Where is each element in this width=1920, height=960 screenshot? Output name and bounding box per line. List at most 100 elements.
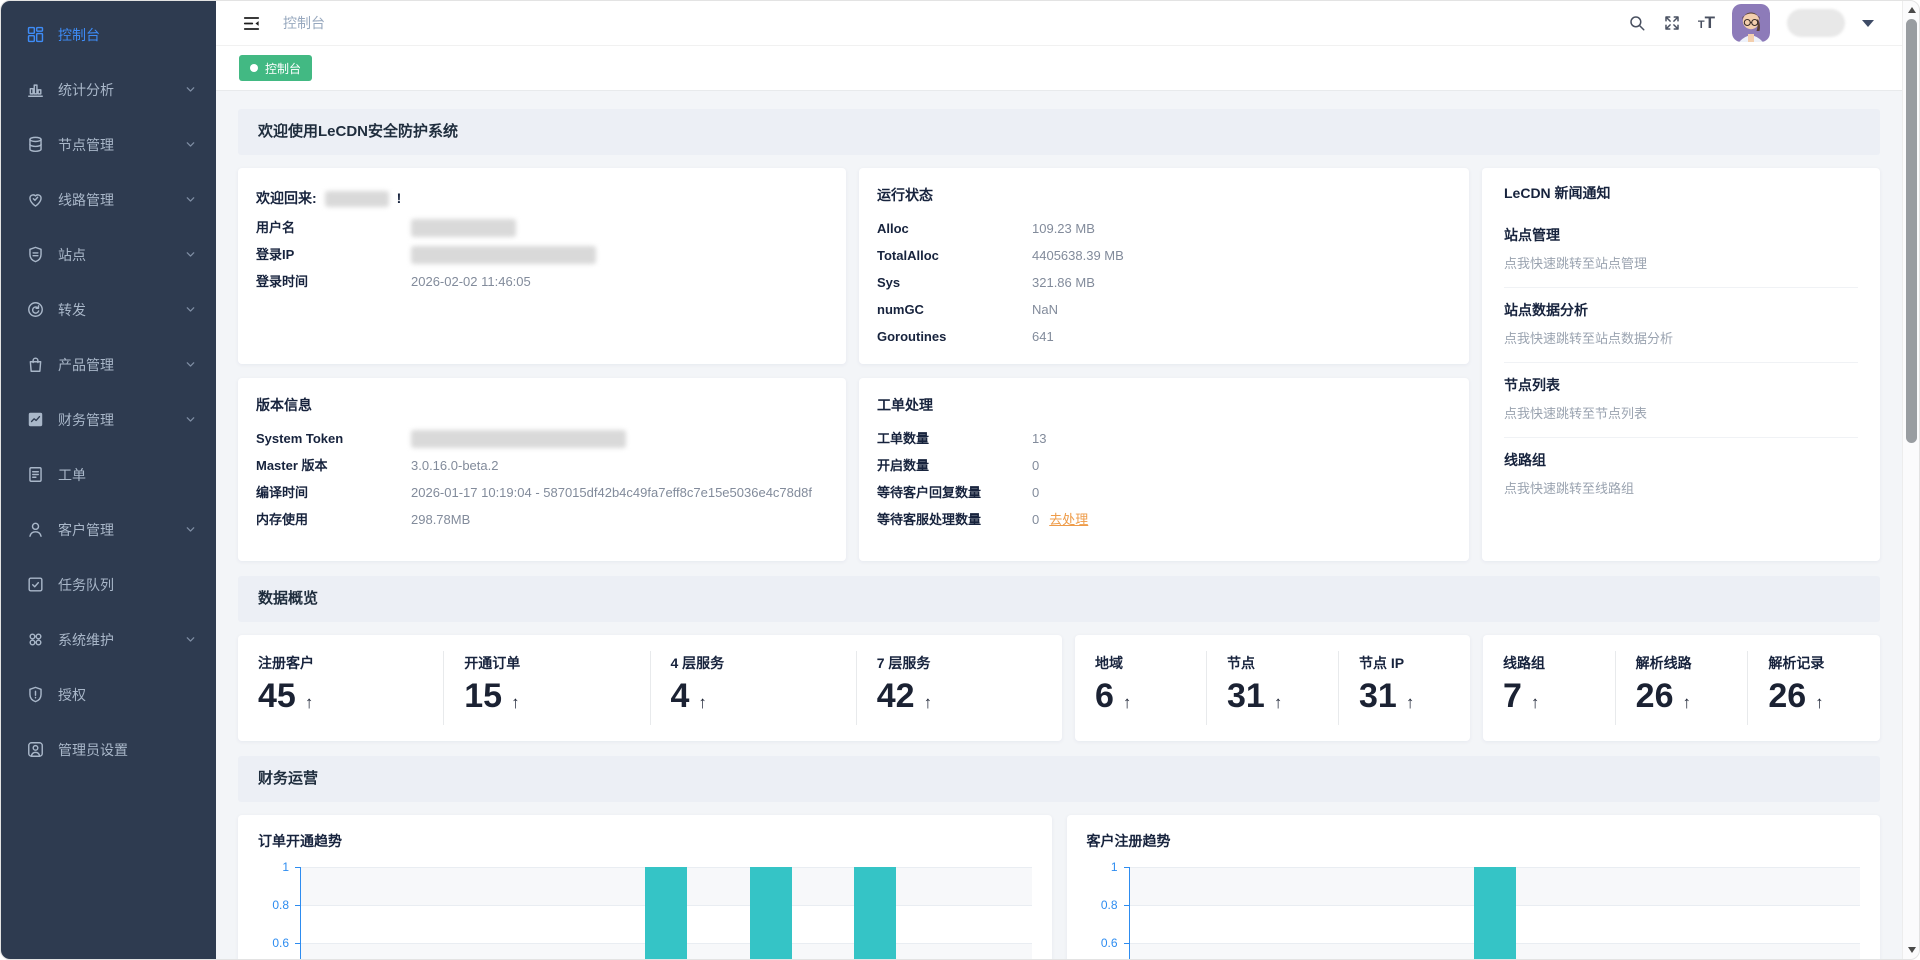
sidebar-item-label: 控制台 (58, 26, 100, 43)
sidebar-item-license[interactable]: 授权 (1, 667, 216, 722)
y-tick-label: 1 (1110, 860, 1118, 874)
news-item[interactable]: 站点数据分析 点我快速跳转至站点数据分析 (1504, 288, 1858, 363)
sidebar-item-database[interactable]: 节点管理 (1, 117, 216, 172)
info-row: 登录时间 2026-02-02 11:46:05 (256, 268, 828, 295)
info-value: 0 (1032, 485, 1040, 500)
greeting-name-redacted (324, 190, 389, 207)
stat-value: 15 ↑ (464, 677, 520, 715)
news-item-title: 节点列表 (1504, 377, 1560, 393)
sidebar-item-site-shield[interactable]: 站点 (1, 227, 216, 282)
sidebar-item-stats[interactable]: 统计分析 (1, 62, 216, 117)
sidebar-item-admin[interactable]: 管理员设置 (1, 722, 216, 777)
welcome-rows: 用户名 登录IP 登录时间 2026-02-02 11:46:05 (256, 214, 828, 295)
route-icon (26, 190, 45, 209)
sidebar-item-task-queue[interactable]: 任务队列 (1, 557, 216, 612)
scrollbar-up-arrow[interactable] (1903, 3, 1919, 17)
sidebar-item-label: 转发 (58, 301, 86, 318)
page-content: 欢迎使用LeCDN安全防护系统 欢迎回来: ! 用户名 登录IP 登录时间 2026-… (216, 91, 1902, 959)
overview-banner: 数据概览 (238, 576, 1880, 622)
version-rows: System Token Master 版本 3.0.16.0-beta.2 编译时间… (256, 425, 828, 533)
tab-bar: 控制台 (216, 46, 1902, 91)
sidebar-item-label: 授权 (58, 686, 86, 703)
redacted-value (411, 245, 596, 264)
stat-card: 线路组 7 ↑ 解析线路 26 ↑ 解析记录 26 ↑ (1483, 635, 1880, 741)
y-tick-label: 0.6 (1100, 936, 1118, 950)
user-name-redacted[interactable] (1787, 9, 1845, 37)
stat-label: 7 层服务 (876, 655, 931, 671)
info-value: 641 (1032, 329, 1054, 344)
stat-value: 45 ↑ (258, 677, 314, 715)
tab-console[interactable]: 控制台 (239, 55, 313, 81)
news-card: LeCDN 新闻通知 站点管理 点我快速跳转至站点管理 站点数据分析 点我快速跳转至站… (1482, 168, 1880, 561)
news-item-desc: 点我快速跳转至节点列表 (1504, 406, 1648, 421)
card-title: 工单处理 (877, 397, 933, 413)
y-tick-label: 0.6 (272, 936, 289, 950)
go-handle-link[interactable]: 去处理 (1049, 512, 1089, 527)
sidebar-item-dashboard[interactable]: 控制台 (1, 7, 216, 62)
info-row: 用户名 (256, 214, 828, 241)
news-item[interactable]: 线路组 点我快速跳转至线路组 (1504, 438, 1858, 512)
news-item[interactable]: 节点列表点我快速跳转至节点列表 (1504, 363, 1858, 438)
trend-up-arrow-icon: ↑ (1815, 692, 1824, 712)
stat-value: 6 ↑ (1095, 677, 1132, 715)
sidebar-item-forward[interactable]: 转发 (1, 282, 216, 337)
redacted-value (411, 218, 516, 237)
stat-card: 注册客户 45 ↑ 开通订单 15 ↑ 4 层服务 4 ↑ 7 层服务 42 ↑ (238, 635, 1062, 741)
chevron-down-icon (185, 414, 196, 425)
finance-banner: 财务运营 (238, 756, 1880, 802)
sidebar-item-label: 产品管理 (58, 356, 114, 373)
scrollbar-down-arrow[interactable] (1903, 943, 1919, 957)
scrollbar-thumb[interactable] (1906, 19, 1917, 443)
info-value (411, 245, 596, 264)
trend-up-arrow-icon: ↑ (1273, 692, 1283, 712)
product-icon (26, 355, 45, 374)
y-tick-label: 1 (282, 860, 289, 874)
news-item-desc: 点我快速跳转至站点管理 (1504, 256, 1648, 271)
trend-up-arrow-icon: ↑ (511, 692, 520, 712)
vertical-scrollbar (1902, 1, 1919, 959)
sidebar-item-label: 任务队列 (58, 576, 114, 593)
avatar[interactable] (1732, 4, 1770, 42)
info-label: Sys (877, 275, 901, 290)
sidebar-item-ticket[interactable]: 工单 (1, 447, 216, 502)
breadcrumb[interactable]: 控制台 (283, 15, 325, 31)
sidebar-item-finance[interactable]: 财务管理 (1, 392, 216, 447)
menu-fold-icon[interactable] (242, 14, 261, 33)
sidebar-item-route[interactable]: 线路管理 (1, 172, 216, 227)
stat-value: 31 ↑ (1359, 677, 1415, 715)
sidebar-menu: 控制台统计分析节点管理线路管理 站点转发产品管理财务管理工单客户管理任务队列系统维… (1, 7, 216, 777)
info-label: System Token (256, 431, 344, 446)
sidebar-item-product[interactable]: 产品管理 (1, 337, 216, 392)
info-value: 4405638.39 MB (1032, 248, 1124, 263)
ticket-icon (26, 465, 45, 484)
chevron-down-icon (185, 634, 196, 645)
news-item-title: 线路组 (1504, 452, 1546, 468)
trend-up-arrow-icon: ↑ (1122, 692, 1132, 712)
sidebar-item-label: 节点管理 (58, 136, 114, 153)
info-row: 等待客户回复数量 0 (877, 479, 1451, 506)
tab-label: 控制台 (265, 61, 302, 76)
info-value: 0 去处理 (1032, 506, 1088, 533)
customer-icon (26, 520, 45, 539)
font-size-icon[interactable]: TT (1697, 13, 1715, 32)
sidebar: 控制台统计分析节点管理线路管理 站点转发产品管理财务管理工单客户管理任务队列系统维… (1, 1, 216, 959)
version-card: 版本信息 System Token Master 版本 3.0.16.0-beta.… (238, 378, 846, 561)
task-queue-icon (26, 575, 45, 594)
site-shield-icon (26, 245, 45, 264)
news-item[interactable]: 站点管理 点我快速跳转至站点管理 (1504, 213, 1858, 288)
plot-area (300, 867, 1032, 959)
stat-value: 26 ↑ (1768, 677, 1824, 715)
main-area: 控制台 TT (216, 1, 1902, 959)
caret-down-icon[interactable] (1862, 19, 1874, 27)
fullscreen-icon[interactable] (1663, 14, 1681, 32)
sidebar-item-customer[interactable]: 客户管理 (1, 502, 216, 557)
stat: 地域 6 ↑ (1075, 651, 1207, 725)
sidebar-item-label: 财务管理 (58, 411, 114, 428)
sidebar-item-system[interactable]: 系统维护 (1, 612, 216, 667)
chart-bar (645, 867, 688, 959)
search-icon[interactable] (1628, 14, 1646, 32)
info-value (411, 429, 626, 448)
info-row: 登录IP (256, 241, 828, 268)
sidebar-item-label: 客户管理 (58, 521, 114, 538)
